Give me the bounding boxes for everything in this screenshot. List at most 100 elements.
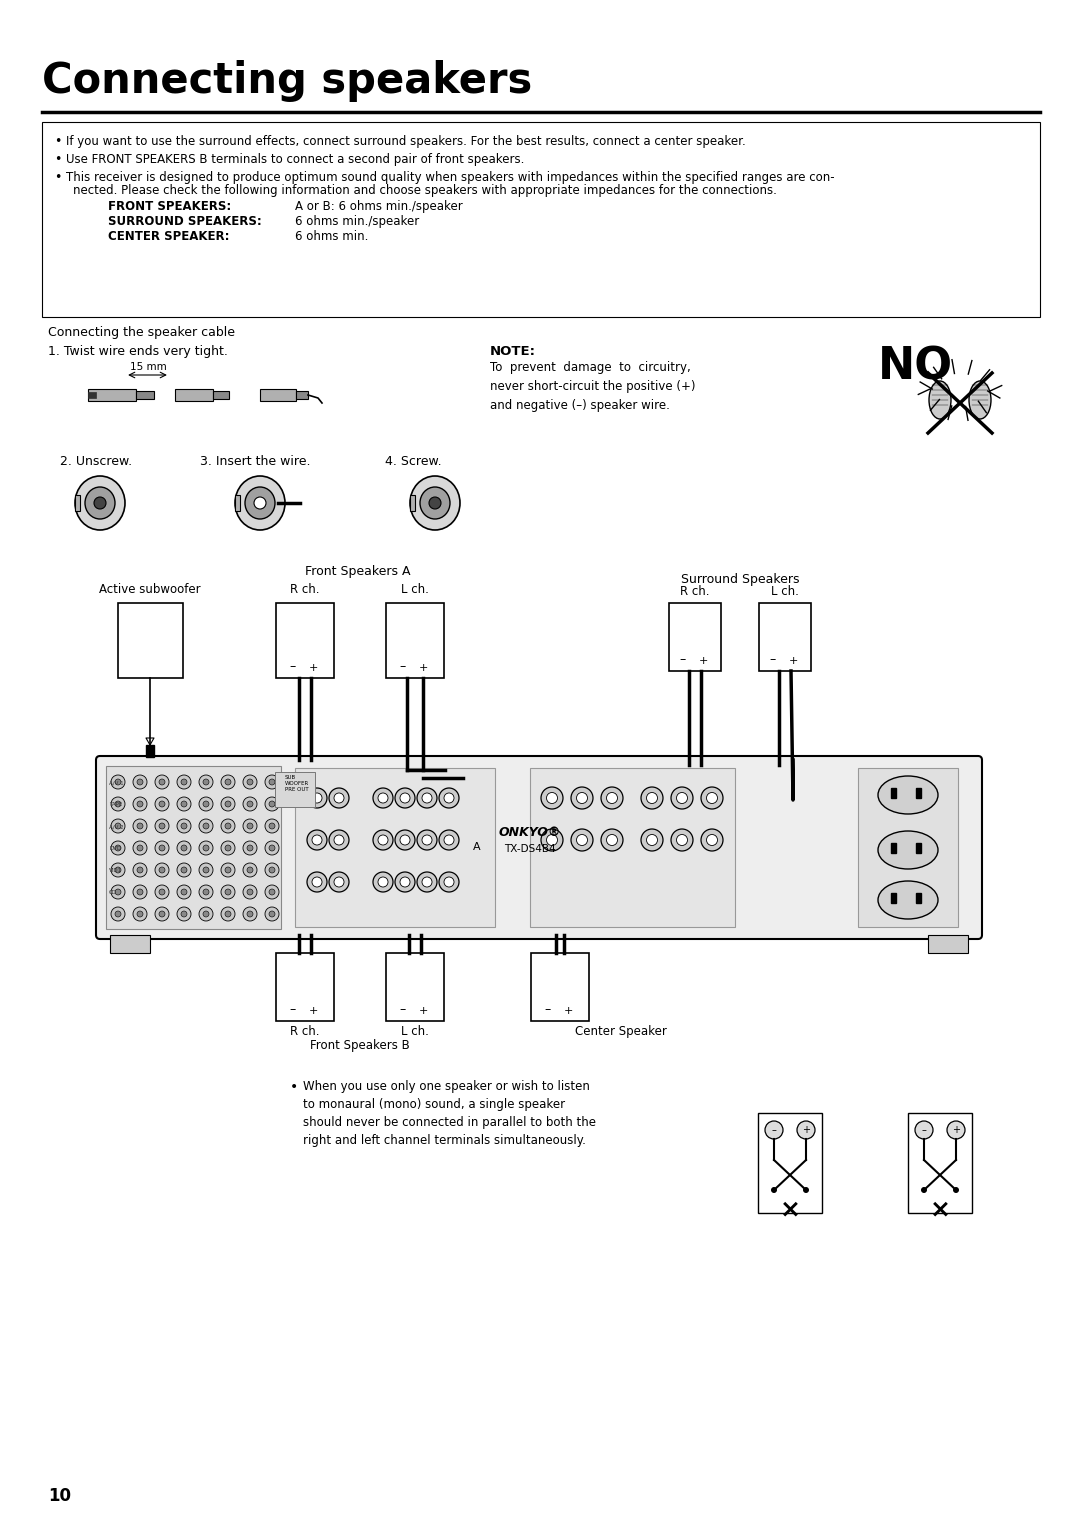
Circle shape [438, 872, 459, 892]
Circle shape [114, 866, 121, 872]
Ellipse shape [410, 477, 460, 530]
Circle shape [247, 801, 253, 807]
Bar [296, 391, 308, 399]
Circle shape [114, 845, 121, 851]
Circle shape [329, 830, 349, 850]
Circle shape [156, 819, 168, 833]
Circle shape [642, 830, 663, 851]
Circle shape [600, 830, 623, 851]
Bar [235, 495, 240, 510]
Circle shape [221, 863, 235, 877]
Circle shape [307, 830, 327, 850]
Text: +: + [788, 656, 798, 666]
Bar [175, 390, 213, 400]
Circle shape [159, 911, 165, 917]
Circle shape [647, 793, 658, 804]
Circle shape [921, 1187, 927, 1193]
Bar [758, 1112, 822, 1213]
Text: ONKYO®: ONKYO® [499, 827, 562, 839]
Circle shape [422, 793, 432, 804]
Circle shape [373, 872, 393, 892]
Circle shape [307, 872, 327, 892]
Bar [260, 390, 296, 400]
Ellipse shape [878, 831, 939, 869]
Circle shape [269, 824, 275, 830]
Circle shape [329, 872, 349, 892]
Circle shape [546, 793, 557, 804]
Circle shape [373, 788, 393, 808]
Circle shape [203, 911, 210, 917]
Circle shape [265, 885, 279, 898]
Circle shape [111, 775, 125, 788]
Bar [386, 953, 444, 1021]
Circle shape [159, 824, 165, 830]
Circle shape [177, 840, 191, 856]
Circle shape [378, 793, 388, 804]
Bar [87, 390, 136, 400]
Circle shape [225, 911, 231, 917]
Ellipse shape [969, 380, 991, 419]
Circle shape [571, 830, 593, 851]
Circle shape [225, 779, 231, 785]
Text: –: – [545, 1002, 551, 1016]
Circle shape [133, 885, 147, 898]
Circle shape [243, 863, 257, 877]
Text: +: + [418, 1005, 428, 1016]
Circle shape [243, 819, 257, 833]
Text: Connecting the speaker cable: Connecting the speaker cable [48, 325, 235, 339]
Circle shape [395, 872, 415, 892]
Circle shape [269, 866, 275, 872]
Text: A: A [473, 842, 481, 853]
Bar [858, 769, 958, 927]
Circle shape [177, 908, 191, 921]
Text: This receiver is designed to produce optimum sound quality when speakers with im: This receiver is designed to produce opt… [66, 171, 835, 183]
Text: Front Speakers B: Front Speakers B [310, 1039, 410, 1051]
Circle shape [265, 798, 279, 811]
Bar [276, 604, 334, 678]
Bar [669, 604, 721, 671]
Text: A/V 1: A/V 1 [109, 781, 123, 785]
Circle shape [395, 788, 415, 808]
Circle shape [221, 885, 235, 898]
Bar [110, 935, 150, 953]
Text: –: – [680, 652, 686, 666]
Ellipse shape [85, 487, 114, 520]
Circle shape [133, 775, 147, 788]
Circle shape [676, 793, 688, 804]
Circle shape [111, 863, 125, 877]
Text: If you want to use the surround effects, connect surround speakers. For the best: If you want to use the surround effects,… [66, 134, 746, 148]
Circle shape [137, 866, 143, 872]
Text: L ch.: L ch. [771, 585, 799, 597]
Circle shape [156, 908, 168, 921]
Circle shape [156, 885, 168, 898]
Circle shape [159, 779, 165, 785]
Circle shape [706, 793, 717, 804]
Circle shape [137, 801, 143, 807]
Text: •: • [54, 153, 62, 167]
Circle shape [312, 877, 322, 886]
Text: 6 ohms min./speaker: 6 ohms min./speaker [295, 215, 419, 228]
Circle shape [701, 830, 723, 851]
Text: 6 ohms min.: 6 ohms min. [295, 231, 368, 243]
Circle shape [243, 775, 257, 788]
Circle shape [765, 1122, 783, 1138]
Circle shape [706, 834, 717, 845]
Text: Active subwoofer: Active subwoofer [99, 584, 201, 596]
Circle shape [671, 787, 693, 808]
Circle shape [269, 911, 275, 917]
Bar [275, 772, 315, 807]
Circle shape [221, 819, 235, 833]
Bar [916, 843, 921, 853]
Circle shape [159, 801, 165, 807]
Bar [295, 769, 495, 927]
Circle shape [181, 911, 187, 917]
Circle shape [156, 798, 168, 811]
Text: 3. Insert the wire.: 3. Insert the wire. [200, 455, 311, 468]
Circle shape [199, 908, 213, 921]
Circle shape [247, 779, 253, 785]
Circle shape [199, 819, 213, 833]
Circle shape [181, 801, 187, 807]
Circle shape [177, 798, 191, 811]
Circle shape [137, 845, 143, 851]
Circle shape [265, 819, 279, 833]
